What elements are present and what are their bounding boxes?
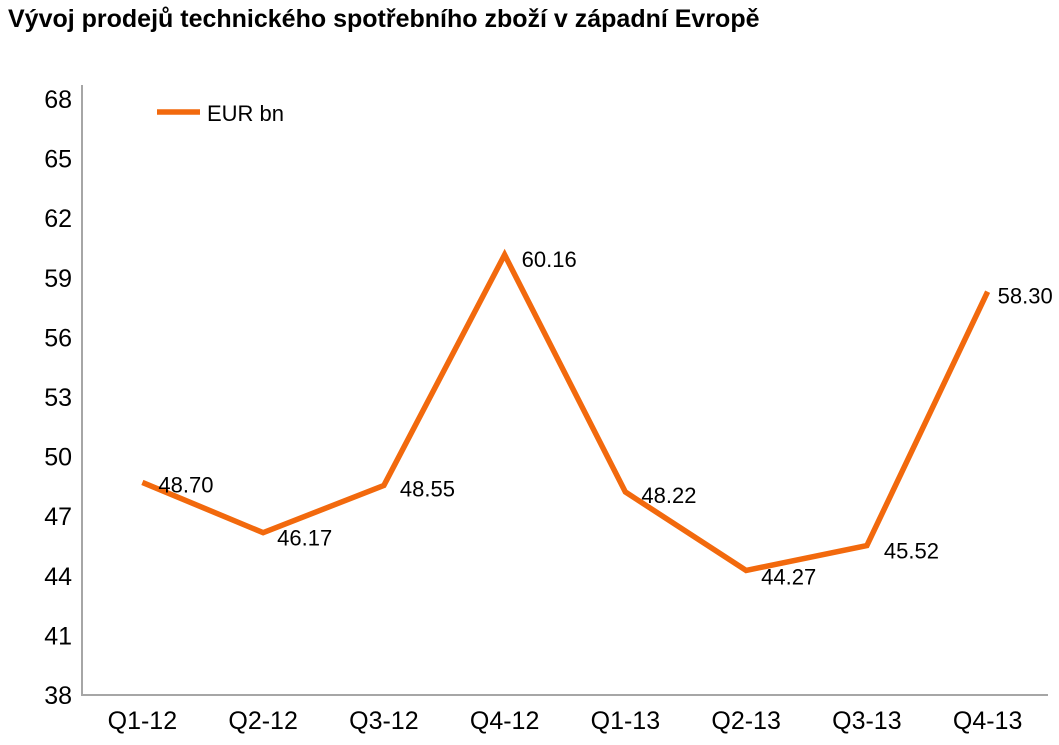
y-tick-label: 41 (44, 622, 72, 650)
y-tick-label: 56 (44, 324, 72, 352)
x-tick-label: Q3-13 (832, 707, 901, 735)
y-tick-label: 38 (44, 682, 72, 710)
x-tick-label: Q4-13 (953, 707, 1022, 735)
y-tick-label: 50 (44, 444, 72, 472)
x-tick-label: Q4-12 (470, 707, 539, 735)
data-label: 45.52 (884, 539, 939, 564)
y-tick-label: 65 (44, 146, 72, 174)
y-tick-label: 47 (44, 503, 72, 531)
x-tick-label: Q1-12 (108, 707, 177, 735)
data-label: 48.70 (158, 472, 213, 497)
data-label: 48.22 (641, 483, 696, 508)
data-label: 48.55 (400, 476, 455, 501)
y-tick-label: 59 (44, 265, 72, 293)
y-tick-label: 44 (44, 563, 72, 591)
x-tick-label: Q2-13 (711, 707, 780, 735)
series-line-eur-bn (141, 248, 991, 574)
data-label: 44.27 (761, 564, 816, 589)
data-label: 58.30 (998, 284, 1053, 309)
y-tick-label: 62 (44, 205, 72, 233)
chart-title: Vývoj prodejů technického spotřebního zb… (8, 5, 760, 33)
x-tick-label: Q2-12 (228, 707, 297, 735)
x-tick-label: Q3-12 (349, 707, 418, 735)
axes (81, 85, 1048, 696)
data-label: 60.16 (522, 247, 577, 272)
data-label: 46.17 (277, 526, 332, 551)
y-tick-label: 68 (44, 86, 72, 114)
x-tick-label: Q1-13 (591, 707, 660, 735)
y-tick-label: 53 (44, 384, 72, 412)
legend-label: EUR bn (207, 101, 284, 126)
